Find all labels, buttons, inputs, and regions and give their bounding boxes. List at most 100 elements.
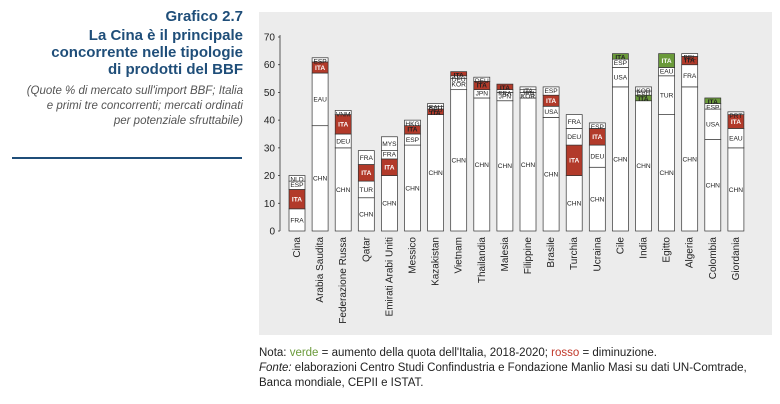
- segment-label: ITA: [546, 98, 556, 105]
- figure-subtitle-line: (Quote % di mercato sull'import BBF; Ita…: [26, 85, 243, 97]
- category-label: Federazione Russa: [338, 237, 349, 324]
- figure-title-line: di prodotti del BBF: [108, 61, 243, 78]
- segment-label: ITA: [477, 82, 487, 89]
- category-label: Turchia: [569, 237, 580, 270]
- category-label: Cina: [292, 237, 303, 258]
- bar-segment: [519, 86, 537, 91]
- category-label: Giordania: [731, 237, 742, 281]
- segment-label: FRA: [290, 217, 304, 224]
- category-label: India: [639, 237, 650, 259]
- segment-label: ITA: [731, 119, 741, 126]
- header-divider: [12, 157, 242, 159]
- category-label: Qatar: [361, 236, 372, 262]
- segment-label: CHN: [475, 162, 490, 169]
- y-tick-label: 10: [264, 199, 276, 210]
- category-label: Brasile: [546, 237, 557, 268]
- source-line: Fonte: elaborazioni Centro Studi Confind…: [259, 361, 774, 376]
- segment-label: DEU: [475, 78, 489, 85]
- y-tick-label: 70: [264, 33, 276, 44]
- segment-label: DEU: [336, 138, 350, 145]
- segment-label: KOR: [636, 88, 651, 95]
- category-label: Arabia Saudita: [315, 237, 326, 303]
- segment-label: EAU: [429, 104, 443, 111]
- category-label: Filippine: [523, 237, 534, 275]
- segment-label: CHN: [452, 158, 467, 165]
- segment-label: ITA: [592, 134, 602, 141]
- segment-label: ITA: [569, 158, 579, 165]
- note-line: Nota: verde = aumento della quota dell'I…: [259, 346, 774, 361]
- segment-label: EAU: [313, 97, 327, 104]
- bar-segment: [334, 110, 352, 115]
- segment-label: ITA: [384, 165, 394, 172]
- bar-segment: [288, 175, 306, 182]
- segment-label: ESP: [591, 124, 605, 131]
- segment-label: ESP: [637, 92, 651, 99]
- segment-label: CHN: [428, 170, 443, 177]
- segment-label: CHN: [636, 163, 651, 170]
- segment-label: EAU: [660, 68, 674, 75]
- segment-label: EAU: [729, 136, 743, 143]
- figure-number: Grafico 2.7: [165, 8, 243, 25]
- bar-segment: [727, 111, 745, 115]
- category-label: Malesia: [500, 237, 511, 272]
- segment-label: FRA: [498, 91, 512, 98]
- segment-label: CHN: [336, 187, 351, 194]
- bar-segment: [612, 53, 629, 60]
- segment-label: KOR: [521, 93, 536, 100]
- segment-label: CHN: [613, 156, 628, 163]
- category-label: Thailandia: [477, 237, 488, 284]
- segment-label: CHN: [359, 212, 374, 219]
- source-label: Fonte:: [259, 362, 292, 374]
- segment-label: ITA: [315, 65, 325, 72]
- y-tick-label: 0: [269, 227, 275, 238]
- segment-label: CHN: [706, 183, 721, 190]
- segment-label: CHN: [382, 201, 397, 208]
- bar-segment: [357, 150, 375, 165]
- segment-label: ITA: [523, 88, 533, 95]
- figure-title-line: concorrente nelle tipologie: [51, 44, 243, 61]
- bar-segment: [681, 53, 699, 57]
- y-tick-label: 40: [264, 116, 276, 127]
- category-label: Kazakistan: [431, 237, 442, 286]
- segment-label: ITA: [407, 127, 417, 134]
- chart-panel: 0 10 20 30 40 50 60 70 FRA ITA ESP NLD Cina CHN EAU ITA…: [259, 12, 772, 335]
- figure-subtitle-line: e primi tre concorrenti; mercati ordinat…: [46, 100, 243, 112]
- chart-notes: Nota: verde = aumento della quota dell'I…: [259, 346, 774, 391]
- note-green-text: = aumento della quota dell'Italia, 2018-…: [318, 347, 552, 359]
- segment-label: MYS: [382, 141, 397, 148]
- segment-label: ITA: [338, 122, 348, 129]
- bar-segment: [635, 86, 652, 92]
- bar-segment: [565, 114, 583, 129]
- segment-label: DEU: [452, 77, 466, 84]
- segment-label: ITA: [685, 57, 695, 64]
- bar-segment: [658, 53, 675, 68]
- stacked-bar-chart: 010203040506070FRAITAESPNLDCinaCHNEAUITA…: [264, 33, 745, 324]
- figure-subtitle: (Quote % di mercato sull'import BBF; Ita…: [0, 84, 243, 129]
- segment-label: CHN: [729, 187, 744, 194]
- segment-label: ITA: [361, 170, 371, 177]
- segment-label: CHN: [544, 172, 559, 179]
- y-tick-label: 60: [264, 60, 276, 71]
- segment-label: TUR: [360, 187, 374, 194]
- source-line-2: Banca mondiale, CEPII e ISTAT.: [259, 377, 424, 389]
- segment-label: FRA: [360, 155, 374, 162]
- source-text: elaborazioni Centro Studi Confindustria …: [291, 362, 747, 374]
- bar-segment: [496, 83, 514, 91]
- bar-segment: [427, 103, 444, 107]
- segment-label: ITA: [708, 99, 718, 106]
- segment-label: CHN: [590, 197, 605, 204]
- y-tick-label: 50: [264, 88, 276, 99]
- segment-label: CHN: [405, 185, 420, 192]
- note-red-word: rosso: [551, 347, 580, 359]
- category-label: Algeria: [685, 237, 696, 269]
- segment-label: DEU: [590, 154, 604, 161]
- bar-segment: [704, 97, 722, 104]
- segment-label: CHN: [498, 163, 513, 170]
- segment-label: HKG: [405, 121, 419, 128]
- segment-label: ITA: [662, 58, 672, 65]
- segment-label: DEU: [429, 107, 443, 114]
- bar-segment: [473, 76, 491, 82]
- y-tick-label: 20: [264, 171, 276, 182]
- bar-segment: [311, 57, 329, 63]
- segment-label: FRA: [383, 152, 397, 159]
